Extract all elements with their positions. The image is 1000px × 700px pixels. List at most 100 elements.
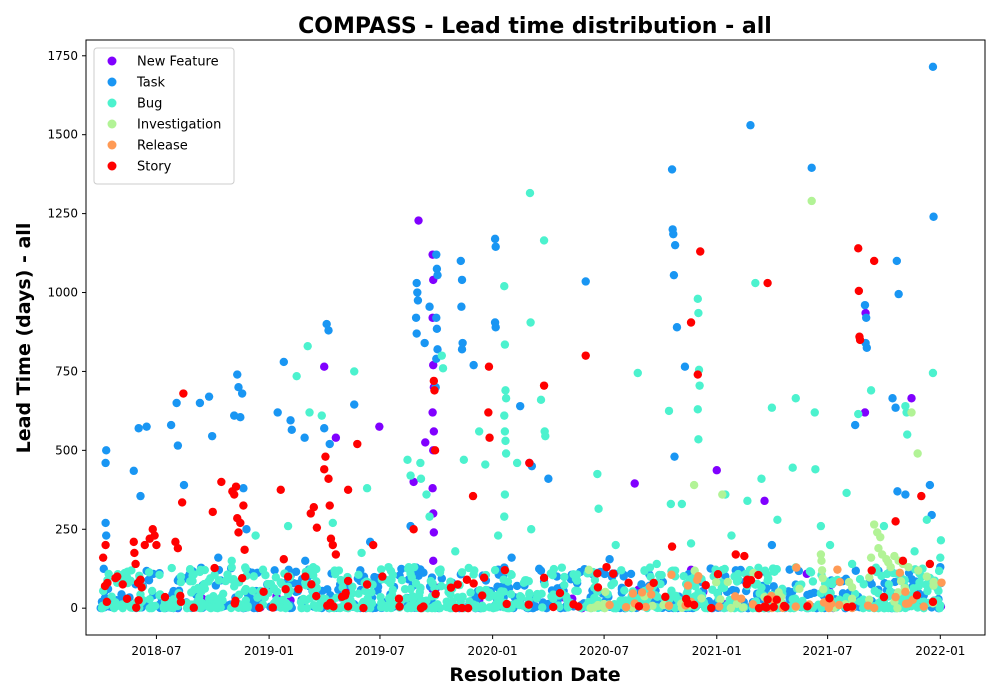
point-story — [369, 540, 378, 550]
point-bug — [229, 575, 238, 584]
point-bug — [167, 563, 176, 573]
point-task — [419, 568, 428, 577]
point-story — [362, 580, 372, 589]
point-investigation — [817, 556, 826, 566]
point-release — [792, 563, 801, 572]
point-bug — [790, 594, 800, 603]
point-story — [136, 575, 145, 584]
point-bug — [261, 570, 270, 580]
point-task — [173, 441, 183, 450]
point-bug — [664, 406, 674, 416]
x-axis: 2018-07 2019-01 2019-07 2020-01 2020-07 2021-… — [131, 635, 965, 658]
point-story — [847, 602, 857, 611]
point-bug — [770, 567, 779, 577]
point-bug — [227, 563, 236, 572]
point-bug — [330, 566, 339, 575]
point-investigation — [726, 603, 736, 613]
point-task — [432, 264, 442, 274]
point-bug — [555, 602, 564, 612]
point-task — [301, 556, 310, 566]
point-bug — [541, 431, 550, 441]
point-task — [204, 392, 214, 401]
point-story — [555, 588, 565, 598]
point-task — [286, 416, 295, 425]
point-task — [433, 270, 442, 280]
point-bug — [693, 405, 702, 414]
point-bug — [536, 395, 546, 405]
point-bug — [384, 594, 394, 603]
point-task — [370, 572, 379, 582]
point-task — [239, 484, 248, 493]
point-story — [781, 602, 790, 612]
point-bug — [348, 589, 357, 598]
point-task — [273, 408, 282, 417]
point-story — [240, 545, 249, 554]
point-story — [754, 570, 763, 580]
point-bug — [251, 531, 260, 540]
point-bug — [525, 188, 535, 198]
point-story — [331, 550, 341, 559]
point-task — [270, 566, 279, 575]
legend-label-story: Story — [137, 160, 172, 175]
point-story — [409, 525, 418, 534]
point-story — [855, 335, 865, 345]
point-bug — [109, 603, 119, 612]
point-story — [312, 591, 321, 601]
point-release — [835, 600, 844, 610]
point-bug — [549, 590, 558, 599]
point-task — [769, 582, 778, 591]
point-bug — [451, 547, 460, 556]
point-task — [892, 256, 902, 266]
point-bug — [520, 576, 530, 585]
chart-title: COMPASS - Lead time distribution - all — [298, 14, 772, 39]
point-investigation — [584, 565, 593, 575]
point-bug — [382, 603, 391, 613]
point-task — [490, 234, 500, 244]
point-story — [301, 572, 310, 581]
point-bug — [854, 409, 863, 419]
point-story — [237, 573, 247, 583]
point-story — [152, 540, 161, 550]
point-story — [129, 537, 138, 547]
point-new-feature — [907, 394, 916, 403]
point-story — [189, 603, 198, 612]
point-bug — [214, 576, 224, 585]
point-story — [294, 584, 303, 594]
point-task — [667, 165, 677, 174]
point-task — [860, 300, 870, 310]
point-bug — [425, 512, 434, 521]
point-bug — [400, 584, 410, 594]
point-bug — [879, 521, 889, 531]
point-bug — [485, 588, 494, 597]
point-story — [176, 591, 185, 601]
point-new-feature — [760, 496, 769, 506]
point-bug — [253, 593, 262, 602]
point-task — [433, 345, 442, 354]
point-bug — [336, 575, 345, 585]
point-story — [451, 603, 461, 613]
point-bug — [489, 603, 499, 612]
point-bug — [507, 570, 516, 580]
legend-marker-release — [107, 140, 117, 150]
point-task — [397, 564, 406, 574]
point-task — [233, 370, 242, 379]
point-bug — [501, 449, 511, 458]
point-bug — [686, 539, 696, 548]
point-bug — [539, 236, 549, 245]
point-bug — [459, 455, 469, 465]
point-task — [469, 360, 478, 370]
point-release — [683, 581, 693, 590]
point-investigation — [886, 562, 895, 572]
point-story — [667, 542, 677, 551]
point-task — [581, 277, 590, 286]
point-task — [637, 580, 646, 589]
point-bug — [384, 562, 393, 572]
point-story — [239, 501, 248, 510]
point-task — [214, 553, 223, 562]
point-story — [624, 578, 633, 588]
point-story — [279, 555, 288, 564]
point-investigation — [922, 572, 932, 581]
point-investigation — [907, 408, 916, 417]
point-story — [419, 602, 428, 611]
